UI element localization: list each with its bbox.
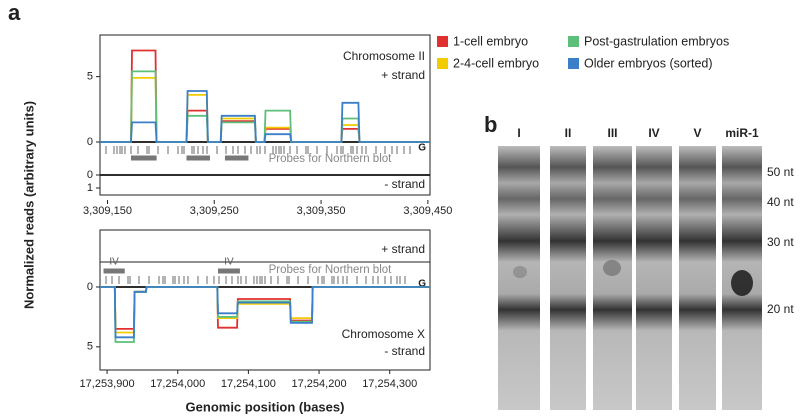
gel-band [513, 266, 527, 278]
g-label: G [418, 279, 426, 290]
panel-label: a [8, 0, 21, 25]
legend-swatch [568, 58, 579, 69]
y-axis-label: Normalized reads (arbitrary units) [21, 101, 36, 309]
legend-label: Post-gastrulation embryos [584, 34, 729, 48]
probe-label: Probes for Northern blot [269, 264, 393, 276]
probe-name: IV [224, 257, 234, 268]
y-tick-label: 5 [87, 71, 93, 83]
probe [186, 155, 210, 161]
legend-swatch [437, 36, 448, 47]
panel-label: b [484, 112, 497, 137]
x-tick-label: 3,309,150 [83, 205, 132, 217]
probe-label: Probes for Northern blot [269, 153, 393, 165]
frame [99, 229, 431, 371]
y2-tick-label: 1 [87, 182, 93, 194]
legend-swatch [568, 36, 579, 47]
gel-lane [498, 146, 540, 410]
x-tick-label: 17,254,100 [221, 378, 276, 390]
x-tick-label: 17,254,000 [150, 378, 205, 390]
x-tick-label: 3,309,450 [403, 205, 452, 217]
probe [103, 268, 125, 274]
legend-label: 2-4-cell embryo [453, 56, 539, 70]
chromosome-label: Chromosome X [342, 327, 425, 341]
x-tick-label: 17,254,300 [362, 378, 417, 390]
trace [100, 286, 430, 334]
probe [130, 155, 157, 161]
legend-label: 1-cell embryo [453, 34, 528, 48]
gel-lane [593, 146, 632, 410]
g-label: G [418, 143, 426, 154]
probe-name: IV [109, 257, 119, 268]
size-marker: 30 nt [767, 235, 794, 249]
legend-label: Older embryos (sorted) [584, 56, 713, 70]
size-marker: 40 nt [767, 195, 794, 209]
lane-label: III [607, 126, 617, 140]
y-tick-label: 0 [87, 136, 93, 148]
x-tick-label: 17,254,200 [292, 378, 347, 390]
legend-swatch [437, 58, 448, 69]
trace [100, 286, 430, 339]
y2-tick-label: 0 [87, 169, 93, 181]
strand-label: - strand [384, 177, 425, 191]
trace [100, 90, 430, 143]
probe [224, 155, 249, 161]
strand-label: + strand [381, 68, 425, 82]
lane-label: II [565, 126, 572, 140]
gel-lane [550, 146, 586, 410]
strand-label: - strand [384, 344, 425, 358]
y-tick-label: 0 [87, 281, 93, 293]
size-marker: 50 nt [767, 165, 794, 179]
size-marker: 20 nt [767, 302, 794, 316]
x-tick-label: 3,309,250 [190, 205, 239, 217]
gel-lane [679, 146, 716, 410]
gel-band [603, 260, 621, 276]
lane-label: miR-1 [725, 126, 759, 140]
chromosome-label: Chromosome II [343, 49, 425, 63]
strand-label: + strand [381, 242, 425, 256]
y-tick-label: 5 [87, 341, 93, 353]
x-axis-label: Genomic position (bases) [186, 399, 345, 414]
lane-label: I [517, 126, 520, 140]
gel-band [731, 270, 753, 296]
probe [218, 268, 240, 274]
x-tick-label: 17,253,900 [80, 378, 135, 390]
lane-label: V [693, 126, 701, 140]
gel-lane [636, 146, 672, 410]
x-tick-label: 3,309,350 [297, 205, 346, 217]
trace [100, 286, 430, 330]
lane-label: IV [648, 126, 659, 140]
